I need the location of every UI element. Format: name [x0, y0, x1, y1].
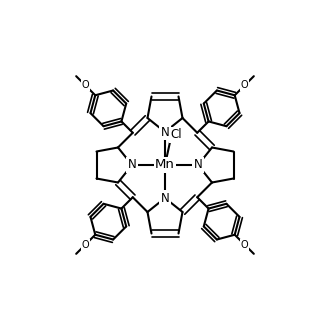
- Text: O: O: [82, 81, 89, 90]
- Text: N: N: [194, 158, 202, 172]
- Text: O: O: [241, 81, 248, 90]
- Text: N: N: [161, 191, 169, 205]
- Text: N: N: [161, 125, 169, 139]
- Text: O: O: [241, 240, 248, 249]
- Text: Mn: Mn: [155, 158, 175, 172]
- Text: Cl: Cl: [170, 128, 182, 142]
- Text: N: N: [128, 158, 136, 172]
- Text: O: O: [82, 240, 89, 249]
